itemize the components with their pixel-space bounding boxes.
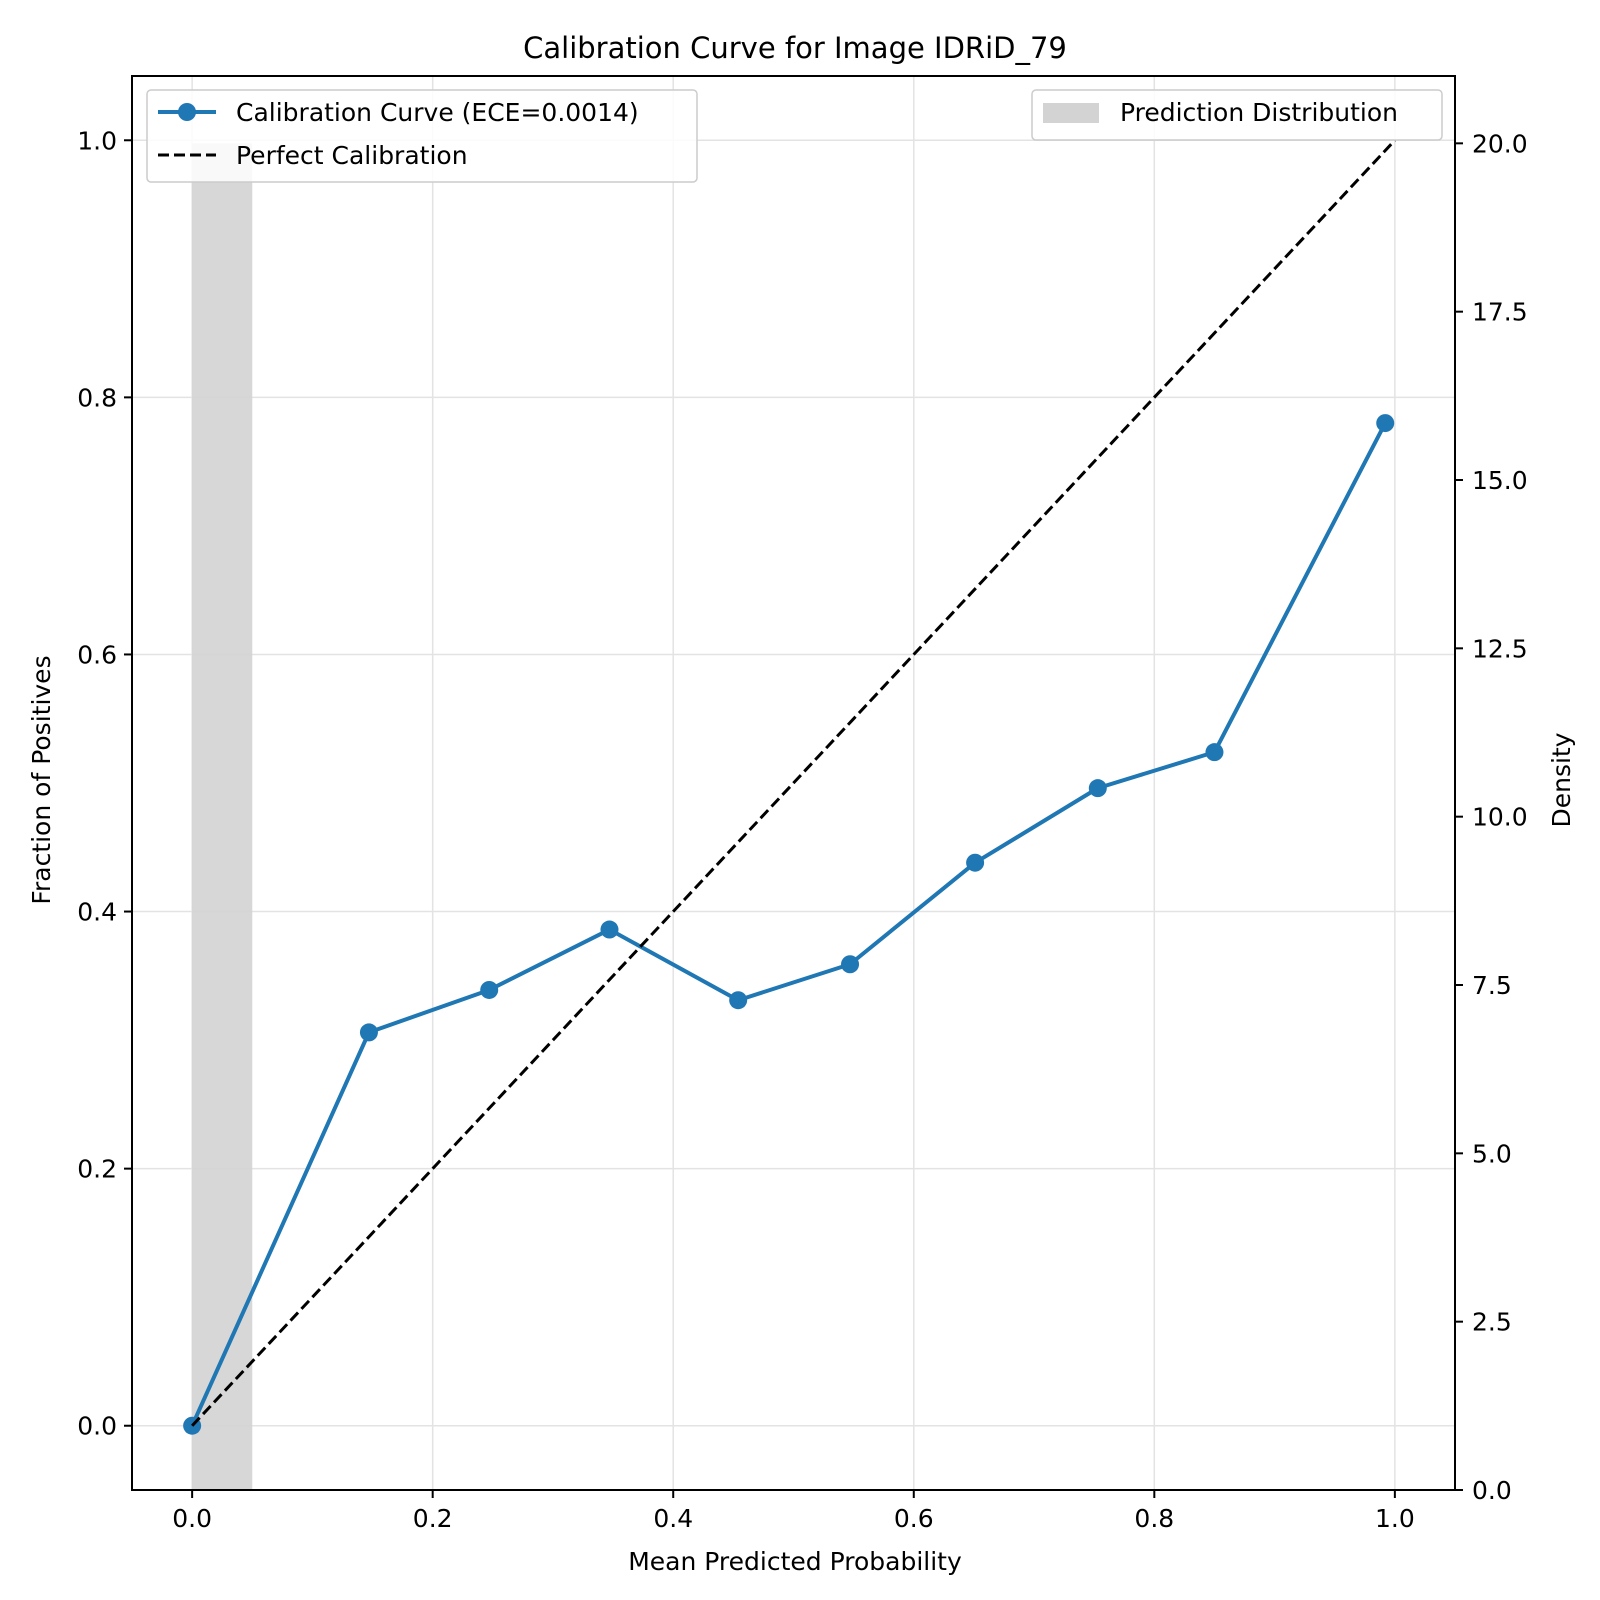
legend-perfect-label: Perfect Calibration: [236, 141, 468, 170]
y-tick-label-2: 0.4: [77, 898, 117, 927]
y2-tick-label-3: 7.5: [1472, 971, 1512, 1000]
calibration-point-6: [966, 853, 985, 872]
legend-distribution-swatch: [1043, 103, 1099, 123]
x-tick-label-1: 0.2: [413, 1504, 453, 1533]
calibration-point-4: [729, 991, 748, 1010]
x-tick-label-5: 1.0: [1375, 1504, 1415, 1533]
calibration-point-9: [1376, 414, 1395, 433]
histogram: [192, 143, 253, 1490]
y2-axis-label: Density: [1547, 732, 1576, 827]
histogram-bar-0: [192, 143, 253, 1490]
y2-tick-label-7: 17.5: [1472, 298, 1528, 327]
calibration-point-2: [480, 980, 499, 999]
y2-tick-label-6: 15.0: [1472, 466, 1528, 495]
y-tick-label-1: 0.2: [77, 1155, 117, 1184]
calibration-point-5: [841, 955, 860, 974]
legend-right: Prediction Distribution: [1031, 89, 1443, 141]
calibration-point-7: [1088, 779, 1107, 798]
y-tick-label-4: 0.8: [77, 383, 117, 412]
y2-tick-label-5: 12.5: [1472, 634, 1528, 663]
y2-tick-label-0: 0.0: [1472, 1476, 1512, 1505]
y2-tick-label-1: 2.5: [1472, 1308, 1512, 1337]
x-tick-label-0: 0.0: [172, 1504, 212, 1533]
series: [183, 139, 1396, 1435]
y2-tick-label-2: 5.0: [1472, 1139, 1512, 1168]
calibration-curve-line: [190, 422, 1388, 1427]
calibration-point-3: [600, 920, 619, 939]
y2-tick-label-8: 20.0: [1472, 129, 1528, 158]
y-tick-label-5: 1.0: [77, 126, 117, 155]
legend-distribution-label: Prediction Distribution: [1120, 98, 1398, 127]
calibration-point-8: [1205, 743, 1224, 762]
legend-calibration-marker: [178, 103, 196, 121]
y2-tick-label-4: 10.0: [1472, 803, 1528, 832]
plot-frame: [131, 75, 1456, 1491]
chart-title: Calibration Curve for Image IDRiD_79: [523, 31, 1067, 65]
y-axis-label: Fraction of Positives: [27, 655, 56, 904]
perfect-calibration-line: [191, 139, 1396, 1427]
y-tick-label-3: 0.6: [77, 640, 117, 669]
x-tick-label-4: 0.8: [1134, 1504, 1174, 1533]
x-tick-label-2: 0.4: [653, 1504, 693, 1533]
legend-left-frame: [146, 89, 698, 183]
x-axis-label: Mean Predicted Probability: [628, 1547, 962, 1576]
axes: 0.0 0.2 0.4 0.6 0.8 1.0 0.0 0.2 0.4 0.6 0.8 1.0 0.0 2…: [77, 75, 1528, 1533]
legend-calibration-label: Calibration Curve (ECE=0.0014): [236, 98, 639, 127]
x-tick-label-3: 0.6: [894, 1504, 934, 1533]
calibration-point-1: [359, 1023, 378, 1042]
legend-left: Calibration Curve (ECE=0.0014) Perfect C…: [146, 89, 698, 183]
y-tick-label-0: 0.0: [77, 1412, 117, 1441]
legend-right-frame: [1031, 89, 1443, 141]
